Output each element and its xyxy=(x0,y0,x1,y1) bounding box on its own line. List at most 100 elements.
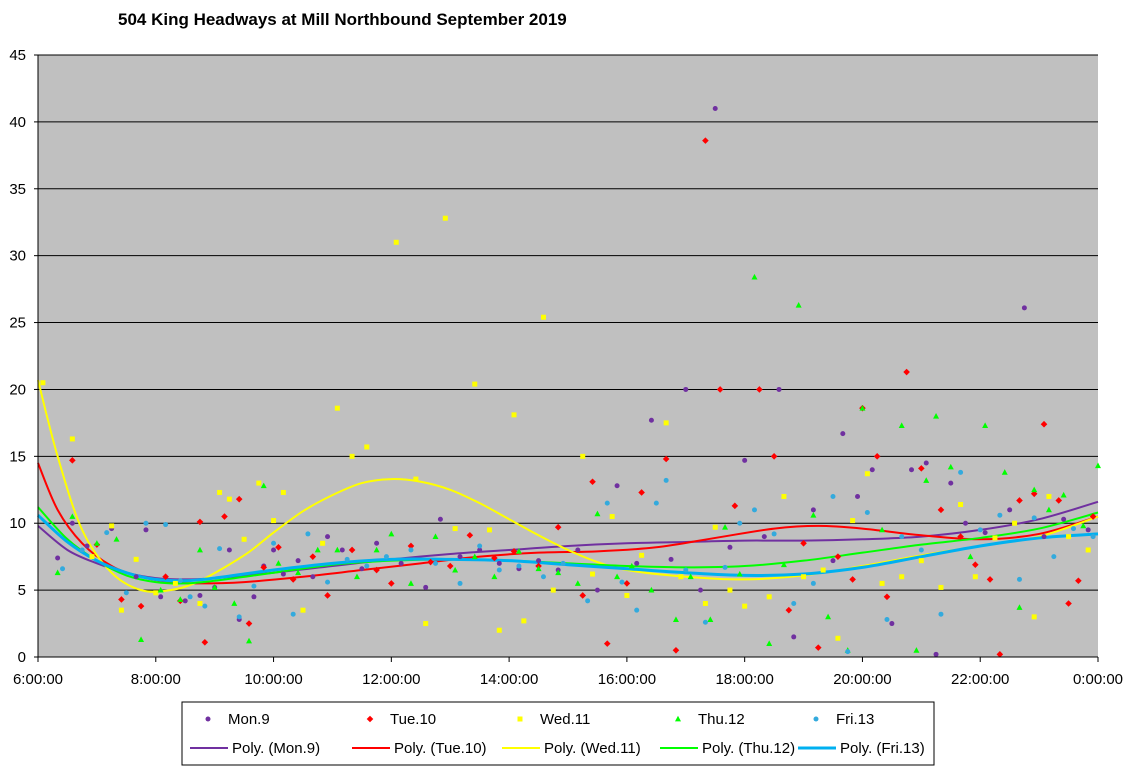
data-point xyxy=(791,600,797,606)
data-point xyxy=(712,524,718,530)
data-point xyxy=(540,314,546,320)
data-point xyxy=(785,606,793,614)
y-tick-label: 10 xyxy=(9,515,26,532)
data-point xyxy=(118,596,125,603)
data-point xyxy=(554,523,562,531)
data-point xyxy=(442,215,448,221)
data-point xyxy=(727,587,733,593)
data-point xyxy=(55,555,61,561)
data-point xyxy=(324,592,331,599)
data-point xyxy=(54,569,61,576)
data-point xyxy=(339,547,345,553)
data-point xyxy=(271,547,277,553)
data-point xyxy=(825,613,832,620)
data-point xyxy=(388,580,395,587)
data-point xyxy=(1046,493,1052,499)
data-point xyxy=(771,531,777,537)
data-point xyxy=(60,566,66,572)
data-point xyxy=(845,649,851,655)
data-point xyxy=(496,560,502,566)
data-point xyxy=(702,600,708,606)
data-point xyxy=(1085,527,1091,533)
data-point xyxy=(143,527,149,533)
data-point xyxy=(486,527,492,533)
data-point xyxy=(280,489,286,495)
data-point xyxy=(325,579,331,585)
data-point xyxy=(226,547,232,553)
legend-box xyxy=(181,701,935,766)
y-tick-label: 30 xyxy=(9,248,26,265)
data-point xyxy=(217,546,223,552)
data-point xyxy=(1061,516,1067,522)
y-tick-label: 45 xyxy=(9,47,26,64)
data-point xyxy=(663,420,669,426)
data-point xyxy=(933,413,940,419)
data-point xyxy=(202,603,208,609)
data-point xyxy=(491,554,498,562)
data-point xyxy=(614,483,620,489)
gridlines xyxy=(38,54,1098,591)
data-point xyxy=(1051,554,1057,560)
data-point xyxy=(221,513,228,520)
data-point xyxy=(889,621,895,627)
data-point xyxy=(899,534,905,540)
data-point xyxy=(69,436,75,442)
legend-marker xyxy=(205,716,211,722)
data-point xyxy=(305,531,311,537)
x-tick-label: 0:00:00 xyxy=(1073,671,1123,688)
data-point xyxy=(452,566,459,573)
data-point xyxy=(153,590,159,596)
data-point xyxy=(947,463,954,470)
data-point xyxy=(231,600,238,606)
data-point xyxy=(197,592,203,598)
legend-label: Poly. (Fri.13) xyxy=(840,740,925,757)
data-point xyxy=(334,405,340,411)
data-point xyxy=(672,616,679,622)
data-point xyxy=(374,540,380,546)
data-point xyxy=(310,574,316,580)
data-point xyxy=(510,548,518,555)
data-point xyxy=(992,535,998,541)
data-point xyxy=(575,547,581,553)
data-point xyxy=(271,518,277,524)
data-point xyxy=(698,587,703,593)
data-point xyxy=(1080,522,1087,529)
data-point xyxy=(873,453,881,460)
data-point xyxy=(751,273,758,280)
data-point xyxy=(639,552,645,558)
data-point xyxy=(334,546,341,553)
data-point xyxy=(814,644,822,651)
data-point xyxy=(957,533,964,540)
data-point xyxy=(1031,486,1038,493)
data-point xyxy=(1060,491,1067,498)
data-point xyxy=(668,556,674,562)
data-point xyxy=(1031,614,1037,620)
data-point xyxy=(884,617,890,623)
data-point xyxy=(634,607,640,613)
data-point xyxy=(609,514,615,520)
data-point xyxy=(648,586,655,593)
data-point xyxy=(834,553,842,560)
data-point xyxy=(707,616,714,622)
data-point xyxy=(1041,534,1047,540)
data-point xyxy=(958,469,964,475)
data-point xyxy=(295,569,302,576)
data-point xyxy=(457,554,463,560)
data-point xyxy=(678,574,684,580)
data-point xyxy=(408,547,414,553)
data-point xyxy=(496,627,502,633)
data-point xyxy=(241,536,247,542)
data-point xyxy=(879,526,886,533)
data-point xyxy=(196,518,204,526)
data-point xyxy=(452,526,458,532)
data-point xyxy=(177,596,184,602)
x-tick-label: 20:00:00 xyxy=(833,671,891,688)
data-point xyxy=(972,574,978,580)
data-point xyxy=(93,540,100,546)
data-point xyxy=(918,465,925,472)
y-tick-label: 40 xyxy=(9,114,26,131)
data-point xyxy=(923,460,929,466)
data-point xyxy=(407,542,415,550)
data-point xyxy=(413,476,419,482)
y-tick-label: 20 xyxy=(9,381,26,398)
